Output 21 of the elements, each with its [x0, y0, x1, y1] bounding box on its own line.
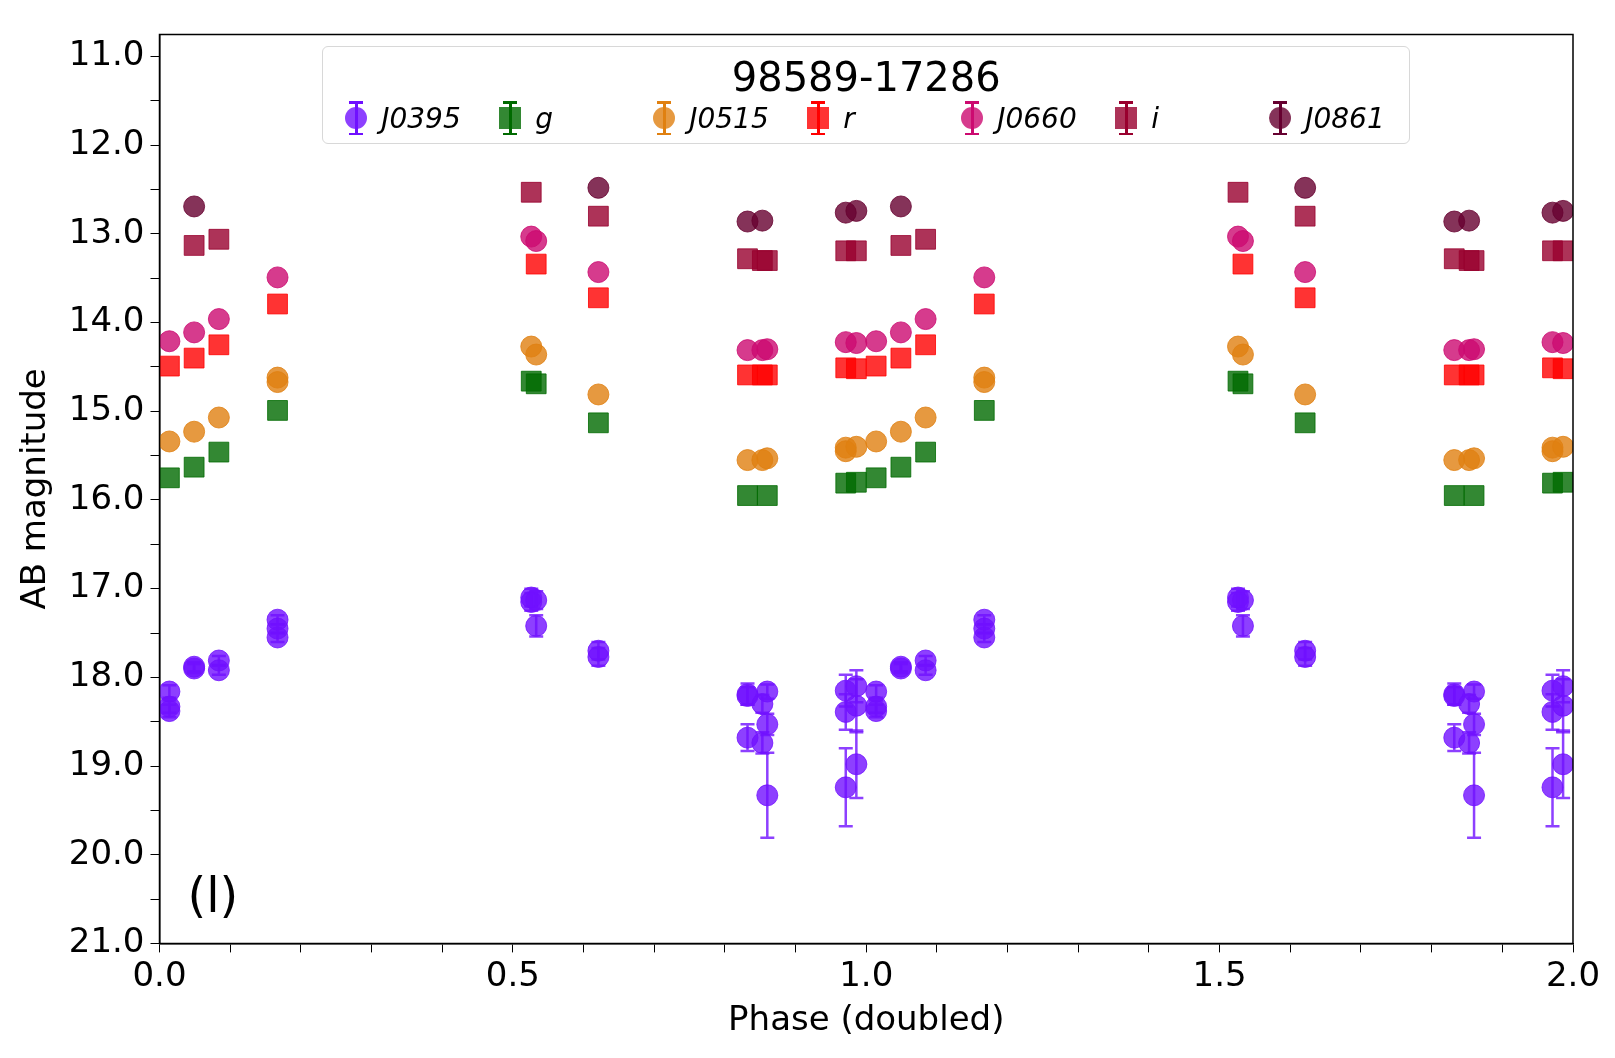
legend-label: i: [1151, 101, 1160, 135]
y-tick-label: 15.0: [68, 388, 145, 429]
y-tick-label: 11.0: [68, 33, 145, 74]
annotation: (l): [187, 866, 239, 923]
y-tick-label: 14.0: [68, 299, 145, 340]
x-tick-label: 2.0: [1545, 953, 1601, 994]
y-tick-label: 20.0: [68, 831, 145, 872]
y-tick-label: 17.0: [68, 565, 145, 606]
y-tick-label: 12.0: [68, 122, 145, 163]
y-tick-label: 19.0: [68, 742, 145, 783]
legend-title: 98589-17286: [730, 53, 1002, 102]
y-tick-label: 13.0: [68, 210, 145, 251]
legend-label: g: [535, 101, 554, 135]
x-tick-label: 0.5: [485, 953, 540, 994]
legend-label: r: [843, 101, 857, 135]
x-tick-label: 1.0: [839, 953, 894, 994]
y-tick-label: 16.0: [68, 476, 145, 517]
y-tick-label: 18.0: [68, 654, 145, 695]
y-axis-title: AB magnitude: [13, 368, 54, 610]
x-axis-title: Phase (doubled): [728, 998, 1005, 1039]
x-tick-label: 1.5: [1192, 953, 1247, 994]
